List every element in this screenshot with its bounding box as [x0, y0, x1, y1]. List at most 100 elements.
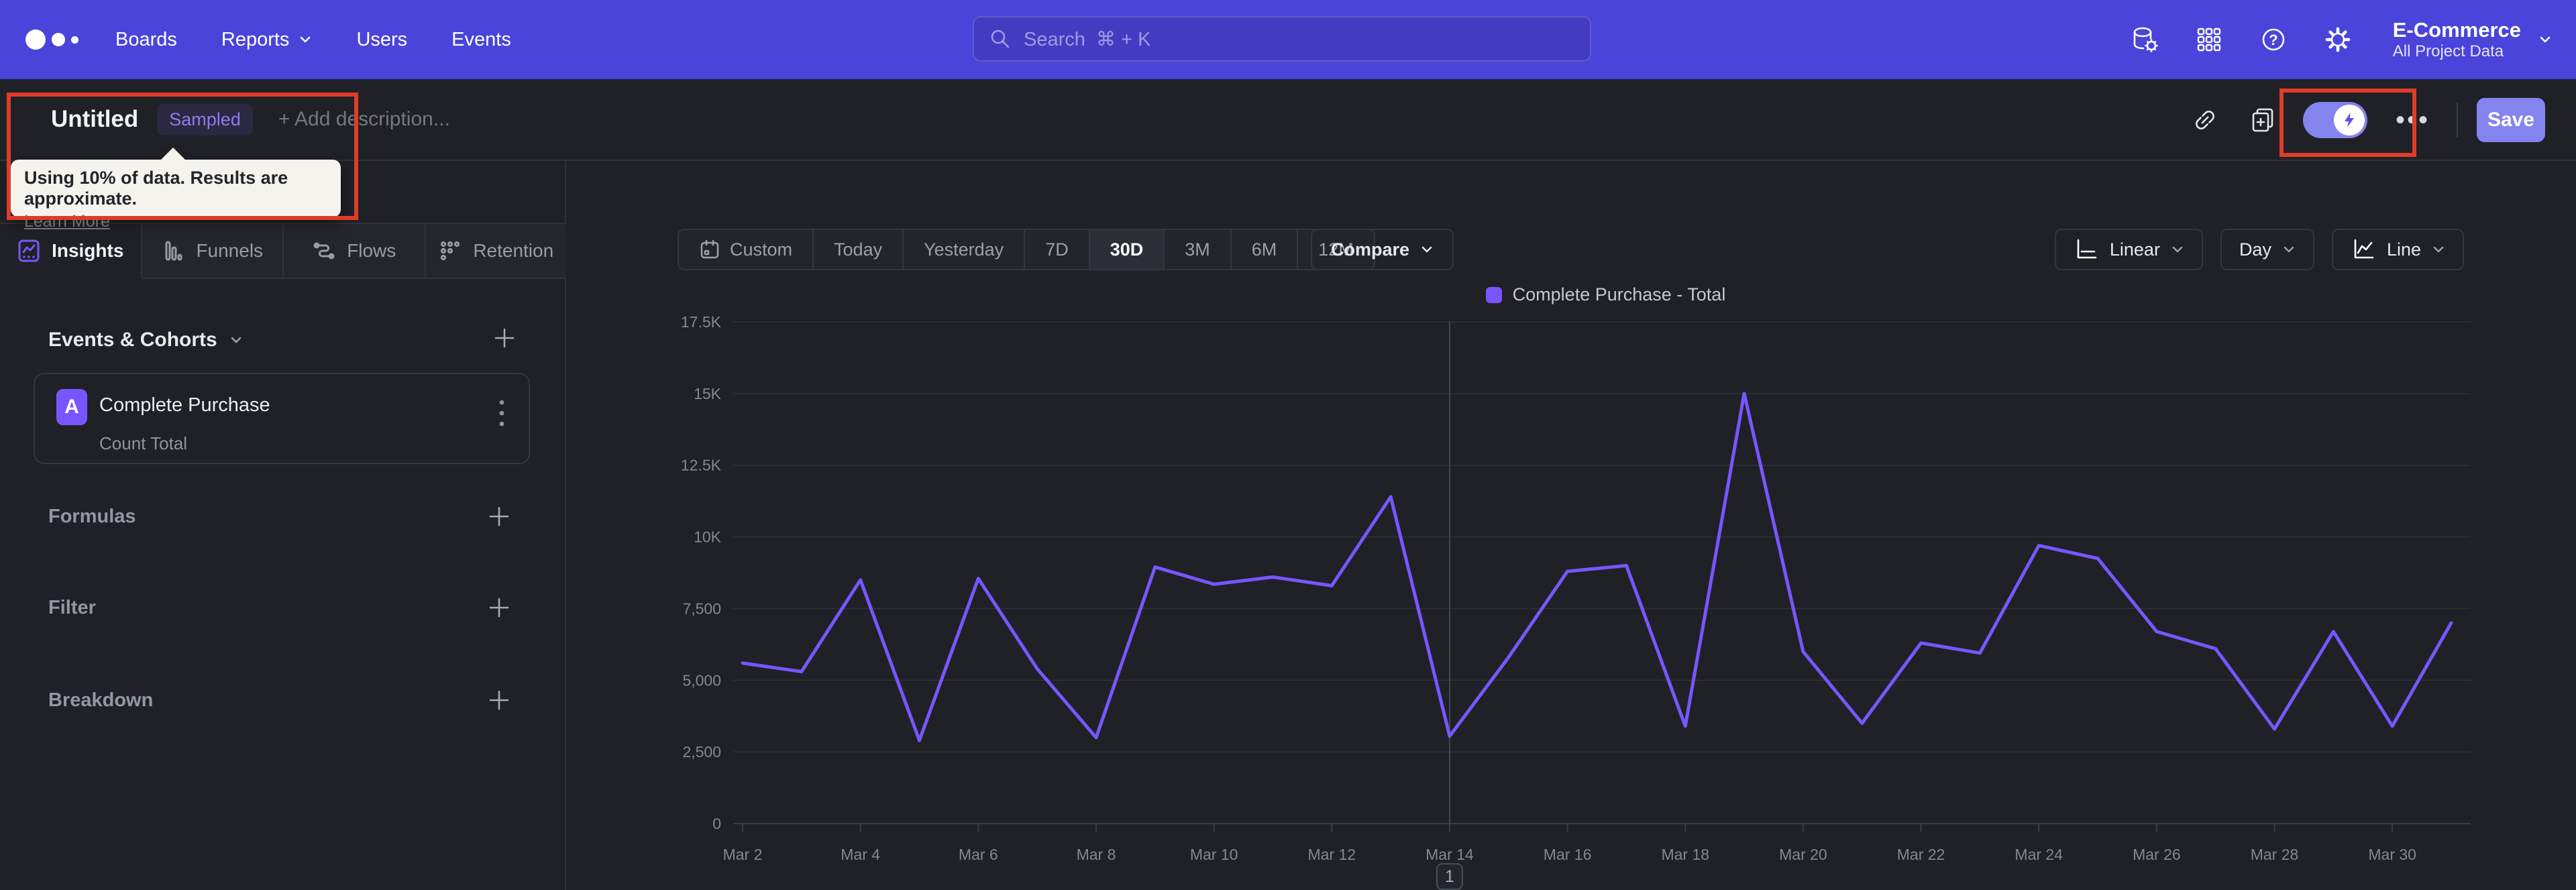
range-label: Today	[834, 239, 883, 260]
more-options-button[interactable]: •••	[2395, 105, 2430, 135]
help-icon[interactable]: ?	[2259, 25, 2288, 54]
learn-more-link[interactable]: Learn More	[24, 212, 110, 231]
insights-icon	[18, 239, 40, 262]
y-axis-label: 0	[712, 815, 721, 832]
x-axis-label: Mar 10	[1190, 846, 1238, 863]
range-3m[interactable]: 3M	[1165, 230, 1232, 269]
range-6m[interactable]: 6M	[1231, 230, 1299, 269]
range-today[interactable]: Today	[814, 230, 904, 269]
section-formulas: Formulas	[48, 506, 136, 527]
nav-item-boards[interactable]: Boards	[115, 29, 177, 51]
report-type-tabs: Insights Funnels Flows	[0, 223, 566, 279]
add-formula-button[interactable]	[484, 502, 514, 531]
range-yesterday[interactable]: Yesterday	[904, 230, 1026, 269]
data-management-icon[interactable]	[2130, 25, 2159, 54]
tab-label: Insights	[52, 240, 124, 261]
add-event-button[interactable]	[490, 323, 519, 353]
lightning-bolt-icon	[2344, 113, 2354, 127]
range-custom[interactable]: Custom	[679, 230, 814, 269]
interval-dropdown[interactable]: Day	[2220, 229, 2314, 270]
kebab-menu-icon[interactable]	[494, 396, 510, 431]
sampling-toggle[interactable]	[2302, 102, 2367, 138]
project-selector[interactable]: E-Commerce All Project Data	[2393, 17, 2552, 62]
project-scope: All Project Data	[2392, 42, 2504, 61]
range-label: 6M	[1251, 239, 1277, 260]
search-icon	[991, 30, 1010, 48]
x-axis-label: Mar 16	[1544, 846, 1592, 863]
flows-icon	[313, 242, 335, 260]
nav-right-group: ? E-Commerce All Project Data	[2130, 0, 2552, 79]
apps-grid-icon[interactable]	[2194, 25, 2224, 54]
line-chart[interactable]: 0 2,500 5,000 7,500 10K 12.5K 15K 17.5K Mar 2 Mar…	[566, 282, 2576, 890]
tab-insights[interactable]: Insights	[0, 224, 142, 279]
chart-legend[interactable]: Complete Purchase - Total	[743, 284, 2469, 305]
legend-swatch	[1485, 286, 1502, 303]
events-cohorts-heading[interactable]: Events & Cohorts	[48, 329, 243, 351]
range-label: 3M	[1185, 239, 1210, 260]
report-title[interactable]: Untitled	[51, 106, 139, 132]
search-placeholder: Search ⌘ + K	[1024, 28, 1151, 50]
save-button[interactable]: Save	[2477, 98, 2545, 142]
query-sidebar: Insights Funnels Flows	[0, 161, 566, 890]
range-7d[interactable]: 7D	[1025, 230, 1090, 269]
x-axis-label: Mar 28	[2251, 846, 2299, 863]
y-axis-label: 5,000	[682, 671, 721, 689]
x-axis-label: Mar 26	[2133, 846, 2181, 863]
series-line[interactable]	[741, 392, 2453, 742]
annotation-number: 1	[1445, 867, 1454, 886]
nav-item-events[interactable]: Events	[451, 29, 511, 51]
range-30d[interactable]: 30D	[1089, 230, 1165, 269]
x-axis-label: Mar 4	[841, 846, 880, 863]
add-breakdown-button[interactable]	[484, 685, 514, 715]
calendar-icon	[700, 239, 719, 259]
y-axis-label: 2,500	[682, 743, 721, 761]
add-description-field[interactable]: + Add description...	[278, 108, 450, 130]
copy-link-icon[interactable]	[2190, 105, 2220, 135]
chart-type-dropdown[interactable]: Line	[2331, 229, 2464, 270]
event-card[interactable]: A Complete Purchase Count Total	[34, 373, 530, 464]
annotation-marker[interactable]	[1436, 863, 1463, 890]
event-name: Complete Purchase	[99, 394, 270, 416]
chart-view-controls: Linear Day Line	[2054, 229, 2464, 270]
funnels-icon	[165, 241, 182, 261]
report-header-actions: ••• Save	[2190, 79, 2545, 161]
chevron-down-icon	[2433, 246, 2444, 253]
tab-funnels[interactable]: Funnels	[142, 224, 284, 279]
tab-retention[interactable]: Retention	[425, 224, 566, 279]
settings-gear-icon[interactable]	[2323, 25, 2353, 54]
nav-menu: Boards Reports Users Events	[115, 29, 511, 51]
section-filter: Filter	[48, 597, 96, 618]
sampling-tooltip: Using 10% of data. Results are approxima…	[11, 148, 341, 231]
legend-label: Complete Purchase - Total	[1512, 284, 1726, 304]
range-label: 7D	[1045, 239, 1069, 260]
scale-dropdown[interactable]: Linear	[2054, 229, 2203, 270]
add-filter-button[interactable]	[484, 593, 514, 622]
retention-icon	[441, 241, 460, 261]
compare-button[interactable]: Compare	[1311, 229, 1454, 270]
tab-label: Funnels	[196, 240, 264, 261]
chevron-down-icon	[1421, 246, 1432, 253]
search-input[interactable]: Search ⌘ + K	[973, 16, 1591, 62]
sampled-badge[interactable]: Sampled	[157, 103, 253, 135]
x-axis-label: Mar 24	[2015, 846, 2063, 863]
nav-item-label: Reports	[221, 28, 290, 50]
duplicate-icon[interactable]	[2248, 105, 2277, 135]
nav-item-label: Events	[451, 28, 511, 50]
chart-type-label: Line	[2386, 239, 2421, 260]
range-label: 30D	[1110, 239, 1144, 260]
x-axis-label: Mar 8	[1077, 846, 1116, 863]
tab-label: Retention	[473, 240, 554, 261]
tab-flows[interactable]: Flows	[284, 224, 426, 279]
nav-item-reports[interactable]: Reports	[221, 29, 313, 51]
range-label: 12M	[1318, 239, 1354, 260]
x-axis-label: Mar 20	[1779, 846, 1827, 863]
mixpanel-logo-icon[interactable]	[25, 30, 85, 50]
event-aggregation[interactable]: Count Total	[99, 433, 188, 453]
nav-item-users[interactable]: Users	[356, 29, 407, 51]
chevron-down-icon	[231, 337, 241, 343]
nav-item-label: Boards	[115, 28, 177, 50]
x-axis-label: Mar 14	[1426, 846, 1474, 863]
svg-text:?: ?	[2269, 32, 2277, 48]
scale-label: Linear	[2109, 239, 2160, 260]
x-axis-label: Mar 6	[959, 846, 998, 863]
